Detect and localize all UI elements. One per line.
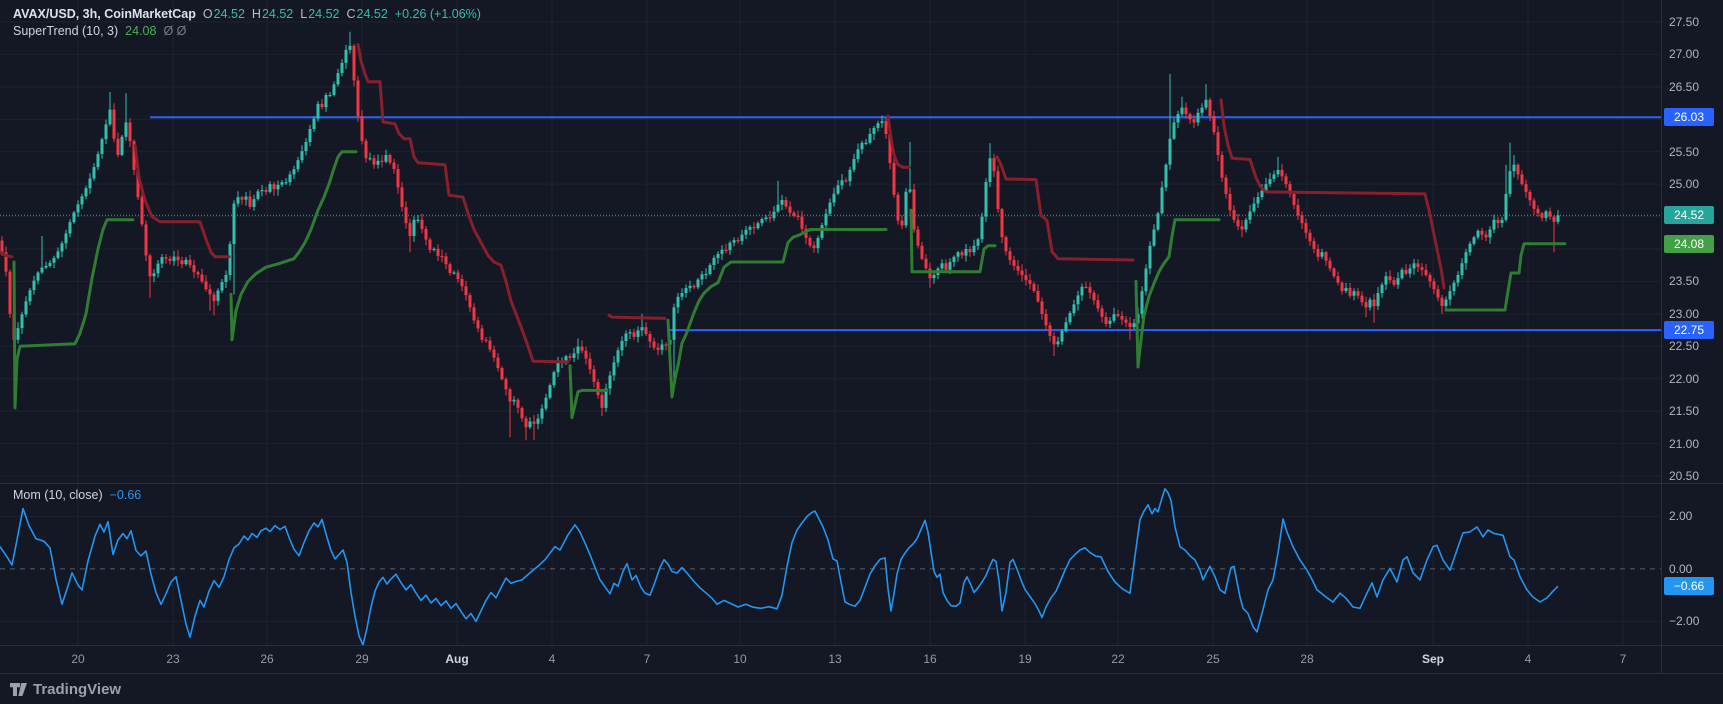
price-label-24.52: 24.52 [1664, 206, 1714, 225]
ohlc-high: H 24.52 [251, 7, 294, 21]
footer-bar: TradingView [0, 674, 1723, 704]
time-tick: 20 [71, 652, 85, 666]
momentum-value: −0.66 [109, 488, 142, 502]
time-tick: 7 [1619, 652, 1627, 666]
time-tick: 13 [828, 652, 842, 666]
price-tick: 22.50 [1669, 339, 1700, 354]
time-axis-border [0, 645, 1723, 646]
time-tick: 4 [548, 652, 556, 666]
time-tick: 28 [1300, 652, 1314, 666]
time-tick: Sep [1421, 652, 1445, 666]
momentum-tick: 0.00 [1669, 561, 1693, 576]
time-tick: 23 [166, 652, 180, 666]
time-axis[interactable]: 20 23 26 29 Aug 4 7 10 13 16 19 22 25 28 Sep 4 7 [0, 646, 1661, 673]
momentum-tick: 2.00 [1669, 509, 1693, 524]
supertrend-value: 24.08 [125, 24, 157, 38]
time-tick: 16 [923, 652, 937, 666]
level-lines-layer[interactable] [0, 116, 1661, 332]
price-change: +0.26 (+1.06%) [394, 7, 481, 21]
price-tick: 26.50 [1669, 79, 1700, 94]
tradingview-logo[interactable]: TradingView [9, 681, 121, 698]
price-tick: 23.50 [1669, 274, 1700, 289]
price-tick: 25.00 [1669, 177, 1700, 192]
time-tick: 22 [1111, 652, 1125, 666]
time-tick: 4 [1524, 652, 1532, 666]
price-tick: 20.50 [1669, 469, 1700, 483]
momentum-title: Mom (10, close) [13, 488, 103, 502]
price-axis[interactable]: 27.5027.0026.5025.5025.0024.0023.5023.00… [1662, 0, 1723, 673]
momentum-tick: −2.00 [1669, 614, 1700, 629]
ohlc-open: O 24.52 [202, 7, 245, 21]
ohlc-close: C 24.52 [346, 7, 388, 21]
price-tick: 21.00 [1669, 436, 1700, 451]
time-tick: 19 [1018, 652, 1032, 666]
tradingview-logo-icon [10, 682, 27, 696]
price-tick: 22.00 [1669, 371, 1700, 386]
price-tick: 23.00 [1669, 306, 1700, 321]
footer-border [0, 673, 1723, 674]
price-label-24.08: 24.08 [1664, 234, 1714, 253]
time-tick: Aug [445, 652, 469, 666]
pane-separator[interactable] [0, 483, 1723, 484]
momentum-legend-row[interactable]: Mom (10, close) −0.66 [13, 488, 141, 502]
price-axis-border [1661, 0, 1662, 673]
momentum-layer [0, 487, 1559, 645]
time-tick: 26 [260, 652, 274, 666]
symbol-legend-row[interactable]: AVAX/USD, 3h, CoinMarketCap O 24.52 H 24.5… [13, 7, 481, 21]
symbol-title: AVAX/USD, 3h, CoinMarketCap [13, 7, 196, 21]
price-tick: 25.50 [1669, 144, 1700, 159]
time-tick: 10 [733, 652, 747, 666]
price-label-22.75: 22.75 [1664, 321, 1714, 340]
price-tick: 27.50 [1669, 15, 1700, 29]
tradingview-logo-text: TradingView [33, 680, 122, 698]
price-tick: 21.50 [1669, 404, 1700, 419]
supertrend-layer [0, 43, 1567, 420]
ohlc-low: L 24.52 [300, 7, 340, 21]
time-tick: 29 [355, 652, 369, 666]
time-tick: 25 [1206, 652, 1220, 666]
price-label-26.03: 26.03 [1664, 108, 1714, 127]
supertrend-title: SuperTrend (10, 3) [13, 24, 119, 38]
grid-layer [0, 0, 1661, 645]
supertrend-empty-values: Ø Ø [163, 24, 187, 38]
time-tick: 7 [643, 652, 651, 666]
price-tick: 27.00 [1669, 47, 1700, 62]
supertrend-legend-row[interactable]: SuperTrend (10, 3) 24.08 Ø Ø [13, 24, 186, 38]
price-label-0.66: −0.66 [1664, 577, 1714, 596]
